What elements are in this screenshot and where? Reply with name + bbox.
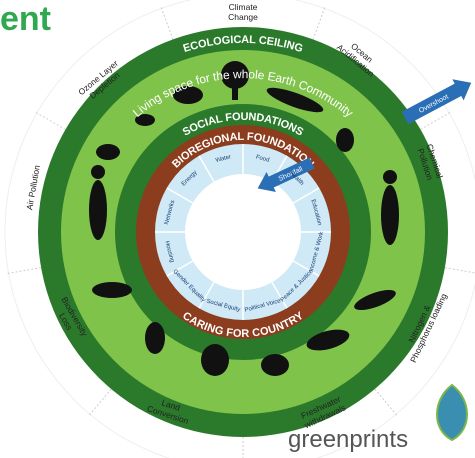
- divider: [89, 389, 111, 416]
- inner-core: [185, 174, 301, 290]
- logo-leaf: [437, 385, 467, 440]
- boundary-label-line: Change: [228, 12, 258, 22]
- boundary-label-line: Climate: [229, 2, 258, 12]
- divider: [313, 6, 325, 39]
- boundary-label-line: Air Pollution: [24, 164, 42, 211]
- boundary-label: Air Pollution: [24, 164, 42, 211]
- diagram: ent ECOLOGICAL CEILING Living space for …: [0, 0, 475, 458]
- divider: [445, 268, 475, 274]
- header-fragment: ent: [0, 0, 51, 38]
- overshoot-arrow: Overshoot: [399, 72, 475, 128]
- divider: [7, 268, 41, 274]
- divider: [161, 6, 173, 39]
- divider: [35, 112, 65, 130]
- divider: [375, 389, 397, 416]
